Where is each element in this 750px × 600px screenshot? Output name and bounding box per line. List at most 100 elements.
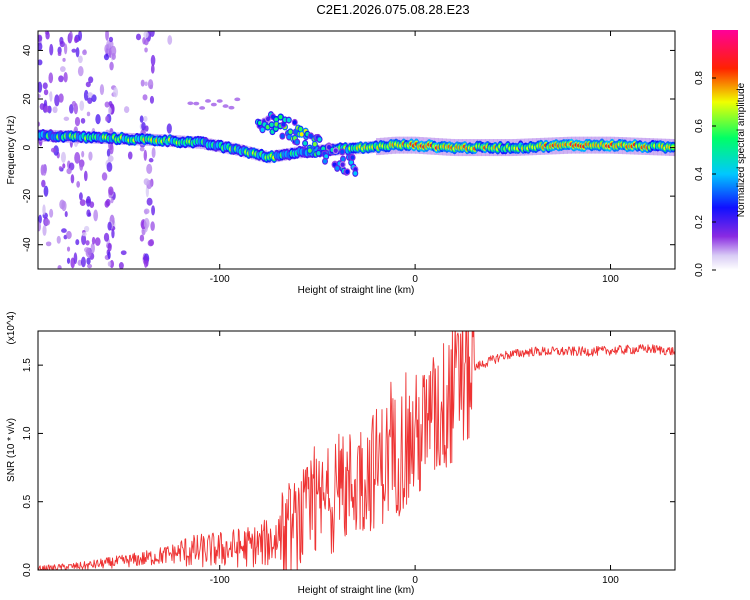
spectrogram-speckle [42,224,47,236]
spectrogram-speckle [140,79,145,87]
spectrogram-panel: -100 0 100 -40 -20 0 20 40 Height of straight … [6,30,676,296]
spectrogram-band-core [299,132,304,137]
spectrogram-faint-streak [216,99,223,103]
snr-y-scale-note: (x10^4) [6,311,17,344]
spectrogram-speckle [120,250,127,256]
spectrogram-speckle [57,265,62,269]
spectrogram-faint-streak [228,105,235,110]
spectrogram-speckle [107,155,114,163]
spectrogram-speckle [66,246,71,252]
spectrogram-band-core [340,149,345,155]
spectrogram-band-core [307,148,312,153]
spectrogram-band-core [350,155,355,160]
spectrogram-speckle [38,221,41,232]
spectrogram-speckle [88,76,94,84]
spectrogram-speckle [103,53,110,61]
spectrogram-speckle [166,123,172,134]
spectrogram-speckle [41,164,47,176]
colorbar: 0.0 0.2 0.4 0.6 0.8 Normalized spectral ampl… [694,30,747,277]
spectrogram-speckle [143,39,149,46]
spectrogram-speckle [59,66,66,72]
snr-x-tick-label: -100 [210,575,230,586]
spectrogram-speckle [80,117,86,124]
spectrogram-speckle [81,232,87,237]
spectrogram-speckle [151,147,156,159]
snr-x-tick-label: 0 [412,575,418,586]
spectrogram-band-core [286,117,291,123]
spectrogram-faint-streak [234,97,241,102]
spectrogram-speckle [39,103,45,110]
spectrogram-band-core [316,151,321,156]
spectrogram-speckle [149,95,155,104]
spectrogram-speckle [118,262,124,269]
spectrogram-speckle [79,199,86,206]
spectrogram-speckle [74,151,81,164]
colorbar-tick-label: 0.8 [694,71,705,85]
spectrogram-band-core [260,127,265,132]
spectrogram-speckle [142,94,148,101]
spectrogram-speckle [83,170,88,182]
spectrogram-band-core [274,117,279,122]
spectrogram-speckle [110,197,114,204]
spectrogram-speckle [143,178,150,186]
spectrogram-speckle [141,121,146,131]
spectrogram-band-core [335,166,340,171]
spectrogram-speckle [48,92,52,98]
spectrogram-band-core [317,137,322,142]
spectrogram-speckle [148,158,154,163]
spectrogram-speckle [53,145,59,156]
spectrogram-speckle [68,31,73,42]
spectrogram-speckle [38,214,42,224]
spectrogram-band-core [292,120,297,125]
spectrogram-speckle [147,239,154,247]
snr-x-tick-label: 100 [602,575,619,586]
spectrogram-speckle [142,256,149,261]
spectrogram-band-core [312,141,317,147]
spectrogram-speckle [109,61,114,71]
spectrogram-speckle [87,263,93,269]
spectrogram-speckle [144,47,148,53]
spectrogram-speckle [74,36,79,44]
snr-series-line [38,331,675,570]
spectrogram-speckle [139,115,144,123]
spectrogram-speckle [58,166,63,171]
spectrogram-speckle [49,43,54,56]
spectrogram-speckle [146,163,153,175]
spectrogram-y-tick-label: -20 [22,188,33,203]
snr-y-tick-label: 1.0 [22,426,33,440]
spectrogram-speckle [143,149,148,161]
spectrogram-speckle [83,225,90,233]
spectrogram-speckle [94,237,101,246]
spectrogram-band-core [349,160,354,165]
spectrogram-speckle [83,89,89,101]
spectrogram-speckle [73,252,78,265]
spectrogram-speckle [85,247,92,258]
spectrogram-x-axis-label: Height of straight line (km) [298,285,415,296]
spectrogram-speckle [56,235,61,244]
spectrogram-speckle [107,251,111,260]
spectrogram-speckle [139,234,145,242]
spectrogram-band-core [353,171,358,176]
spectrogram-speckle [149,31,155,38]
snr-y-tick-label: 0.0 [22,563,33,577]
colorbar-tick-label: 0.6 [694,119,705,133]
spectrogram-band-core [323,159,328,164]
colorbar-tick-label: 0.4 [694,167,705,181]
spectrogram-band-core [280,133,285,139]
spectrogram-speckle [108,107,112,115]
spectrogram-band-core [340,162,345,167]
spectrogram-band-core [257,120,262,126]
spectrogram-band-core [298,126,303,132]
figure-title: C2E1.2026.075.08.28.E23 [316,2,469,17]
spectrogram-band-core [303,141,308,146]
spectrogram-speckle [85,198,91,204]
spectrogram-speckle [75,239,80,246]
spectrogram-speckle [50,147,56,153]
spectrogram-speckle [38,93,41,99]
spectrogram-faint-streak [210,102,217,107]
spectrogram-speckle [48,72,54,84]
spectrogram-speckle [57,52,62,57]
spectrogram-speckle [110,45,117,57]
spectrogram-speckle [38,34,43,42]
spectrogram-y-tick-label: 0 [22,144,33,150]
